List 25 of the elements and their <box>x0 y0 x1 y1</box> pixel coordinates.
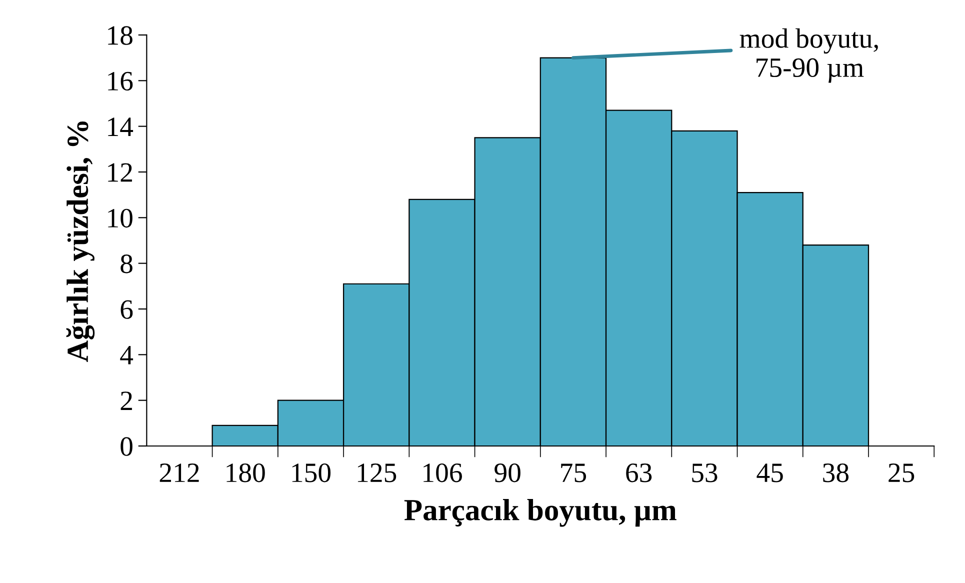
y-tick-label: 14 <box>108 118 134 136</box>
y-tick-label: 4 <box>120 346 134 364</box>
x-tick-label: 125 <box>358 464 396 482</box>
x-tick-label: 180 <box>226 463 265 482</box>
x-axis-title: Parçacık boyutu, µm <box>404 498 676 527</box>
x-tick-label: 63 <box>626 464 652 482</box>
x-tick-label: 150 <box>292 463 331 482</box>
y-tick-label: 12 <box>108 163 132 182</box>
x-tick-label: 25 <box>888 464 914 482</box>
annotation: mod boyutu, 75-90 µm <box>740 28 878 83</box>
x-tick-label: 45 <box>756 464 783 482</box>
y-tick-label: 6 <box>120 300 133 319</box>
x-tick-label: 106 <box>424 463 462 482</box>
x-tick-label: 212 <box>160 464 199 482</box>
y-tick-label: 2 <box>120 392 132 410</box>
x-tick-label: 38 <box>823 463 849 482</box>
y-tick-label: 0 <box>120 437 132 456</box>
x-tick-label: 90 <box>494 463 520 482</box>
y-tick-label: 18 <box>108 26 132 45</box>
y-tick-label: 8 <box>120 254 132 274</box>
y-axis-title: Ağırlık yüzdesi, % <box>66 122 95 362</box>
y-tick-label: 10 <box>108 208 132 228</box>
x-tick-label: 75 <box>561 464 586 482</box>
y-tick-label: 16 <box>108 72 133 91</box>
x-tick-label: 53 <box>692 464 718 482</box>
